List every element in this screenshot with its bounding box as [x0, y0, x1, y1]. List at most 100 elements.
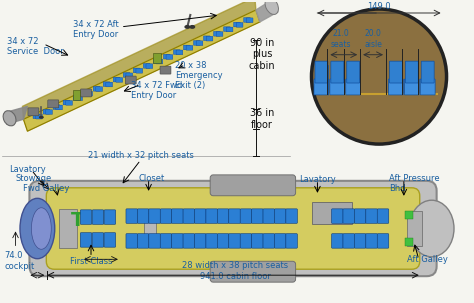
FancyBboxPatch shape — [83, 91, 90, 96]
Ellipse shape — [184, 25, 191, 29]
Bar — [407, 211, 422, 246]
FancyBboxPatch shape — [377, 209, 389, 223]
Ellipse shape — [189, 25, 195, 29]
FancyBboxPatch shape — [226, 27, 233, 32]
Text: 149.0: 149.0 — [367, 2, 391, 11]
FancyBboxPatch shape — [28, 108, 39, 116]
FancyBboxPatch shape — [206, 234, 218, 248]
FancyBboxPatch shape — [194, 209, 206, 223]
FancyBboxPatch shape — [86, 91, 92, 96]
FancyBboxPatch shape — [263, 209, 274, 223]
Bar — [312, 202, 352, 224]
FancyBboxPatch shape — [53, 105, 60, 109]
Ellipse shape — [265, 0, 278, 15]
FancyBboxPatch shape — [173, 50, 180, 55]
FancyBboxPatch shape — [252, 234, 263, 248]
Text: 28 width x 38 pitch seats
941.0 cabin floor: 28 width x 38 pitch seats 941.0 cabin fl… — [182, 261, 288, 281]
FancyBboxPatch shape — [92, 233, 104, 247]
Ellipse shape — [410, 200, 454, 257]
FancyBboxPatch shape — [93, 86, 100, 91]
FancyBboxPatch shape — [234, 22, 240, 27]
FancyBboxPatch shape — [172, 234, 183, 248]
FancyBboxPatch shape — [160, 209, 172, 223]
Ellipse shape — [31, 208, 51, 249]
FancyBboxPatch shape — [126, 234, 137, 248]
Bar — [73, 90, 81, 100]
Bar — [405, 211, 413, 218]
FancyBboxPatch shape — [80, 210, 92, 224]
FancyBboxPatch shape — [81, 89, 91, 97]
FancyBboxPatch shape — [218, 234, 229, 248]
FancyBboxPatch shape — [160, 66, 171, 74]
Text: 34 x 72 Fwd
Entry Door: 34 x 72 Fwd Entry Door — [131, 81, 182, 100]
FancyBboxPatch shape — [218, 209, 229, 223]
FancyBboxPatch shape — [210, 175, 296, 196]
FancyBboxPatch shape — [146, 64, 153, 68]
FancyBboxPatch shape — [56, 105, 63, 110]
Ellipse shape — [39, 116, 44, 119]
FancyBboxPatch shape — [172, 209, 183, 223]
FancyBboxPatch shape — [29, 181, 437, 276]
Text: Aft Galley: Aft Galley — [407, 255, 448, 264]
FancyBboxPatch shape — [203, 36, 210, 41]
FancyBboxPatch shape — [116, 78, 123, 82]
FancyBboxPatch shape — [389, 79, 403, 95]
Text: 90 in
plus
cabin: 90 in plus cabin — [248, 38, 275, 71]
FancyBboxPatch shape — [246, 18, 253, 23]
FancyBboxPatch shape — [76, 96, 82, 101]
FancyBboxPatch shape — [160, 234, 172, 248]
FancyBboxPatch shape — [123, 73, 130, 77]
Text: 21 width x 32 pitch seats: 21 width x 32 pitch seats — [88, 151, 193, 160]
FancyBboxPatch shape — [137, 209, 149, 223]
FancyBboxPatch shape — [96, 87, 102, 92]
FancyBboxPatch shape — [104, 233, 116, 247]
FancyBboxPatch shape — [420, 79, 435, 95]
Bar — [59, 209, 77, 248]
FancyBboxPatch shape — [73, 95, 80, 100]
Circle shape — [311, 9, 447, 144]
Text: Closet: Closet — [139, 174, 165, 183]
FancyBboxPatch shape — [343, 209, 355, 223]
Text: 21.0
seats: 21.0 seats — [331, 29, 352, 49]
FancyBboxPatch shape — [274, 234, 286, 248]
FancyBboxPatch shape — [149, 234, 160, 248]
Text: First Class: First Class — [70, 257, 112, 266]
FancyBboxPatch shape — [104, 210, 116, 224]
FancyBboxPatch shape — [236, 22, 243, 27]
FancyBboxPatch shape — [206, 209, 218, 223]
FancyBboxPatch shape — [421, 61, 434, 83]
FancyBboxPatch shape — [330, 79, 345, 95]
FancyBboxPatch shape — [164, 54, 170, 59]
FancyBboxPatch shape — [143, 63, 150, 68]
FancyBboxPatch shape — [196, 41, 203, 46]
FancyBboxPatch shape — [92, 210, 104, 224]
Text: 36 in
floor: 36 in floor — [250, 108, 274, 130]
FancyBboxPatch shape — [103, 82, 110, 87]
FancyBboxPatch shape — [63, 100, 70, 105]
FancyBboxPatch shape — [149, 209, 160, 223]
Text: 34 x 72
Service  Door: 34 x 72 Service Door — [7, 37, 64, 56]
FancyBboxPatch shape — [229, 234, 240, 248]
FancyBboxPatch shape — [183, 209, 195, 223]
FancyBboxPatch shape — [390, 61, 402, 83]
FancyBboxPatch shape — [331, 234, 343, 248]
FancyBboxPatch shape — [355, 209, 366, 223]
FancyBboxPatch shape — [210, 261, 296, 282]
FancyBboxPatch shape — [125, 76, 136, 84]
FancyBboxPatch shape — [176, 50, 183, 55]
FancyBboxPatch shape — [186, 45, 193, 50]
Text: Lavatory: Lavatory — [300, 175, 337, 184]
FancyBboxPatch shape — [377, 234, 389, 248]
FancyBboxPatch shape — [113, 77, 120, 82]
FancyBboxPatch shape — [36, 114, 43, 119]
FancyBboxPatch shape — [106, 82, 113, 87]
Text: T: T — [71, 211, 84, 230]
FancyBboxPatch shape — [48, 100, 59, 108]
FancyBboxPatch shape — [286, 234, 297, 248]
FancyBboxPatch shape — [183, 45, 190, 50]
FancyBboxPatch shape — [193, 41, 200, 45]
FancyBboxPatch shape — [252, 209, 263, 223]
Bar — [153, 53, 161, 63]
FancyBboxPatch shape — [274, 209, 286, 223]
Text: Aft Pressure
Bhd: Aft Pressure Bhd — [389, 174, 439, 193]
